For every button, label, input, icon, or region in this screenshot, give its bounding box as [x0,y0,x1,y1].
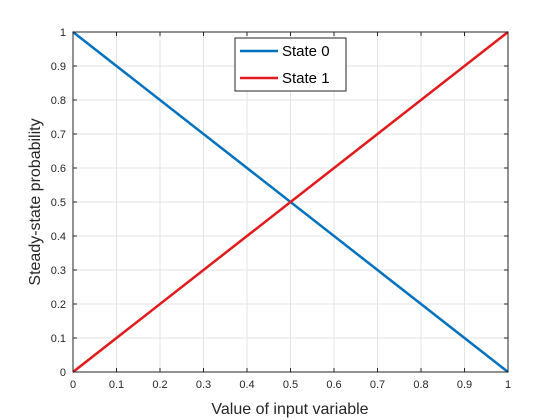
legend-label-state-1: State 1 [282,70,330,87]
y-tick-label: 0.5 [51,197,66,209]
x-tick-label: 0.4 [239,379,254,391]
y-axis-label: Steady-state probability [27,118,44,285]
y-tick-labels: 0 0.1 0.2 0.3 0.4 0.5 0.6 0.7 0.8 0.9 1 [51,27,66,379]
legend-box [234,37,347,92]
y-tick-label: 0.1 [51,333,66,345]
x-tick-label: 0.1 [109,379,124,391]
y-tick-label: 0 [60,367,66,379]
x-tick-label: 0.7 [370,379,385,391]
y-tick-label: 0.8 [51,95,66,107]
y-tick-label: 0.3 [51,265,66,277]
y-tick-label: 0.9 [51,61,66,73]
y-tick-label: 1 [60,27,66,39]
x-tick-label: 1 [505,379,511,391]
y-tick-label: 0.7 [51,129,66,141]
y-tick-label: 0.2 [51,299,66,311]
x-tick-label: 0.5 [283,379,298,391]
legend-label-state-0: State 0 [282,43,330,60]
legend: State 0 State 1 [234,37,347,92]
y-tick-label: 0.6 [51,163,66,175]
x-tick-label: 0.8 [413,379,428,391]
series-line-state-1 [72,31,509,373]
x-tick-label: 0.9 [457,379,472,391]
x-axis-label: Value of input variable [211,401,368,418]
plot-frame [72,31,509,373]
x-tick-label: 0.2 [152,379,167,391]
y-tick-label: 0.4 [51,231,66,243]
x-tick-label: 0 [70,379,76,391]
series-lines [72,31,509,373]
x-tick-label: 0.3 [196,379,211,391]
x-tick-labels: 0 0.1 0.2 0.3 0.4 0.5 0.6 0.7 0.8 0.9 1 [70,379,511,391]
x-tick-label: 0.6 [326,379,341,391]
